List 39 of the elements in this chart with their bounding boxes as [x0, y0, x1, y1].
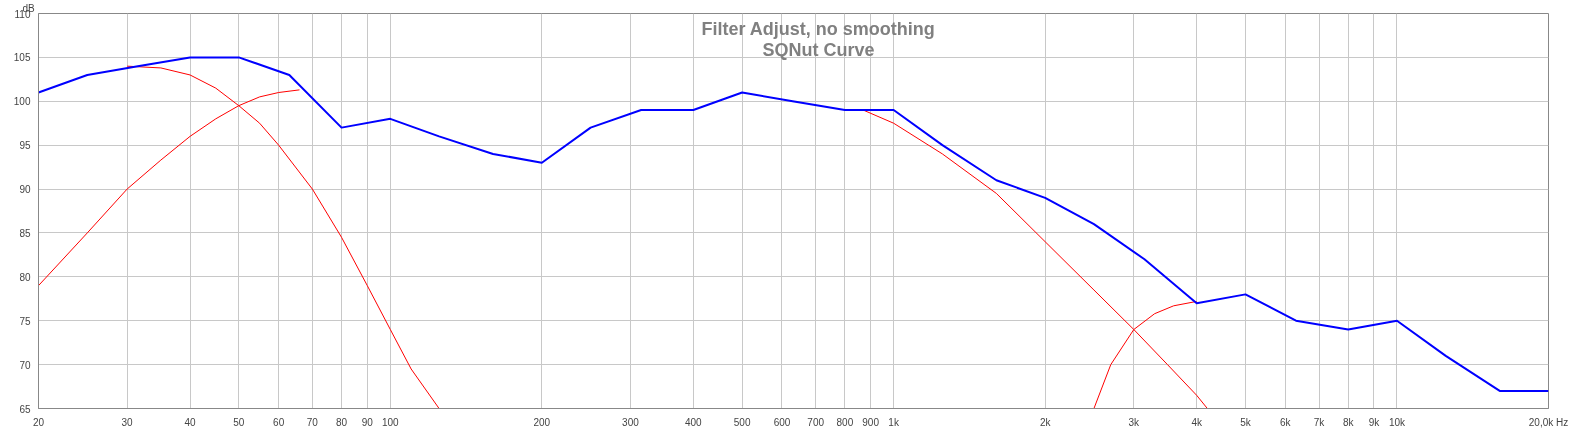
y-tick-label: 70 — [19, 359, 31, 371]
x-tick-label: 2k — [1039, 416, 1052, 428]
x-tick-label: 10k — [1388, 416, 1407, 428]
x-tick-label: 7k — [1313, 416, 1326, 428]
x-tick-label: 100 — [381, 416, 400, 428]
x-tick-label: 800 — [836, 416, 854, 428]
x-tick-label: 60 — [273, 416, 285, 428]
x-tick-label: 9k — [1368, 416, 1381, 428]
y-tick-label: 65 — [19, 403, 31, 415]
y-tick-label: 85 — [19, 227, 31, 239]
x-tick-label: 30 — [121, 416, 134, 428]
x-tick-label: 20,0k Hz — [1528, 416, 1569, 428]
x-tick-label: 200 — [533, 416, 551, 428]
x-tick-label: 300 — [622, 416, 640, 428]
x-tick-label: 700 — [807, 416, 825, 428]
x-tick-label: 900 — [862, 416, 880, 428]
x-tick-label: 400 — [685, 416, 703, 428]
x-tick-label: 5k — [1240, 416, 1252, 428]
x-tick-label: 600 — [773, 416, 791, 428]
x-tick-label: 80 — [335, 416, 348, 428]
x-tick-label: 3k — [1128, 416, 1141, 428]
x-tick-label: 90 — [361, 416, 374, 428]
x-tick-label: 4k — [1191, 416, 1203, 428]
y-tick-label: 95 — [19, 140, 31, 152]
text: SQNut Curve — [762, 39, 875, 60]
chart-title: Filter Adjust, no smoothing — [701, 18, 935, 39]
y-tick-label: 75 — [19, 315, 31, 327]
y-tick-label: 80 — [19, 271, 31, 283]
x-tick-label: 500 — [733, 416, 751, 428]
x-tick-label: 6k — [1280, 416, 1292, 428]
y-tick-label: 100 — [13, 96, 31, 108]
x-tick-label: 8k — [1342, 416, 1355, 428]
y-tick-label: 105 — [13, 52, 31, 64]
x-tick-label: 50 — [233, 416, 245, 428]
x-tick-label: 1k — [888, 416, 900, 428]
x-tick-label: 70 — [306, 416, 319, 428]
x-tick-label: 20 — [32, 416, 45, 428]
x-tick-label: 40 — [184, 416, 197, 428]
y-tick-label: 90 — [19, 184, 31, 196]
